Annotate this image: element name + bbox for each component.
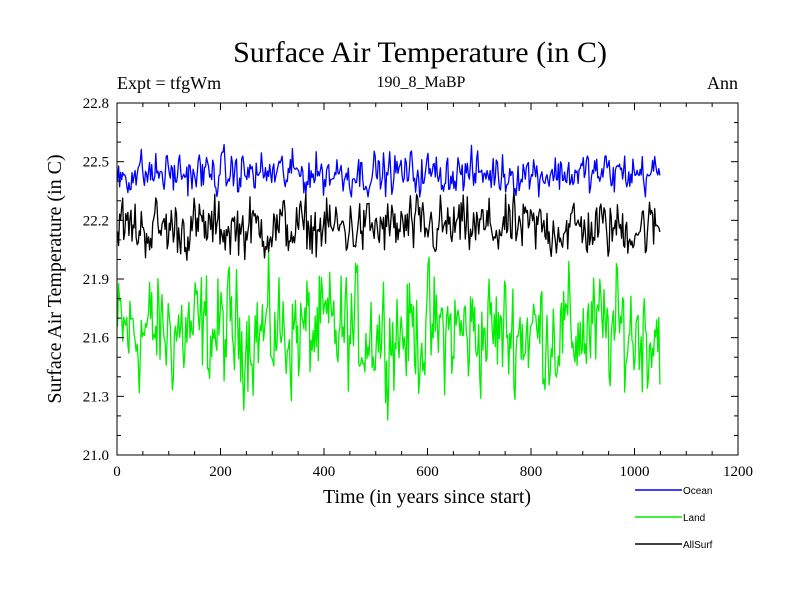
legend-label-land: Land <box>683 513 705 524</box>
season-label: Ann <box>707 73 738 93</box>
subtitle: 190_8_MaBP <box>377 74 466 91</box>
y-axis: 21.0 21.3 21.6 21.9 22.2 22.5 22.8 <box>83 96 738 464</box>
x-tick-label: 400 <box>313 464 336 480</box>
x-tick-label: 800 <box>520 464 543 480</box>
experiment-label: Expt = tfgWm <box>117 73 221 93</box>
y-tick-label: 22.5 <box>83 155 109 171</box>
x-tick-label: 200 <box>209 464 232 480</box>
y-tick-label: 22.8 <box>83 96 109 112</box>
series-line-land <box>116 248 661 421</box>
legend-label-allsurf: AllSurf <box>683 540 713 551</box>
x-axis: 0 200 400 600 800 1000 1200 <box>113 103 753 480</box>
y-tick-label: 21.6 <box>83 331 110 347</box>
x-axis-label: Time (in years since start) <box>323 486 531 508</box>
x-tick-label: 1000 <box>620 464 650 480</box>
series-line-ocean <box>116 143 661 198</box>
y-axis-label: Surface Air Temperature (in C) <box>44 154 66 403</box>
x-tick-label: 600 <box>416 464 439 480</box>
y-tick-label: 22.2 <box>83 213 109 229</box>
y-tick-label: 21.0 <box>83 448 109 464</box>
chart-title: Surface Air Temperature (in C) <box>233 36 607 69</box>
legend-label-ocean: Ocean <box>683 486 712 497</box>
y-tick-label: 21.9 <box>83 272 109 288</box>
series-line-allsurf <box>116 190 661 261</box>
legend: Ocean Land AllSurf <box>635 486 713 551</box>
series-layer <box>116 143 661 421</box>
x-tick-label: 0 <box>113 464 121 480</box>
x-tick-label: 1200 <box>723 464 753 480</box>
y-tick-label: 21.3 <box>83 389 109 405</box>
